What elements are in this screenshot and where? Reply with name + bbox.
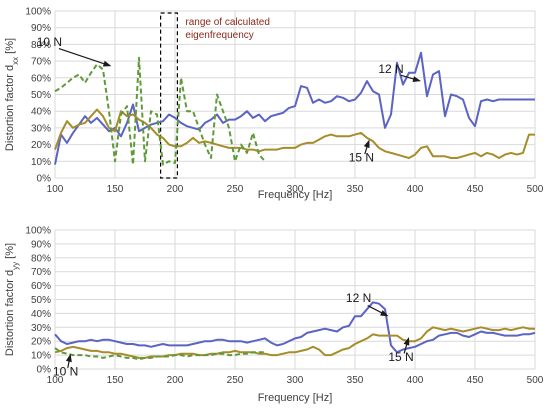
- y-tick-label: 90%: [31, 239, 51, 250]
- x-tick-label: 100: [47, 375, 64, 386]
- x-tick-label: 450: [467, 184, 484, 195]
- x-tick-label: 350: [347, 184, 364, 195]
- annotation-label-n12: 12 N: [346, 291, 371, 305]
- y-tick-label: 60%: [31, 73, 51, 84]
- y-tick-label: 20%: [31, 337, 51, 348]
- x-tick-label: 400: [407, 184, 424, 195]
- x-tick-label: 200: [167, 184, 184, 195]
- y-tick-label: 20%: [31, 140, 51, 151]
- x-tick-label: 150: [107, 184, 124, 195]
- y-tick-label: 100%: [25, 7, 51, 18]
- eigenfrequency-label: range of calculated eigenfrequency: [185, 17, 270, 41]
- annotation-label-n12: 12 N: [378, 62, 403, 76]
- x-tick-label: 150: [107, 375, 124, 386]
- y-tick-label: 50%: [31, 295, 51, 306]
- annotation-label-n15: 15 N: [388, 350, 413, 364]
- eigenfrequency-range-box: [160, 12, 179, 179]
- x-tick-label: 400: [407, 375, 424, 386]
- series-line-n10: [54, 56, 266, 166]
- y-tick-label: 50%: [31, 90, 51, 101]
- annotation-arrow-line: [58, 47, 108, 66]
- x-tick-label: 300: [287, 184, 304, 195]
- x-tick-label: 450: [467, 375, 484, 386]
- annotation-arrow-head: [380, 310, 389, 317]
- y-tick-label: 0%: [37, 174, 52, 185]
- annotation-arrow-head: [412, 76, 421, 82]
- annotation-arrow-head: [65, 353, 72, 363]
- x-tick-label: 250: [227, 375, 244, 386]
- x-tick-label: 100: [47, 184, 64, 195]
- chart-2: 0% 10% 20% 30% 40% 50% 60% 70% 80% 90% 100% 100 150 2…: [4, 226, 544, 405]
- x-tick-label: 500: [527, 184, 544, 195]
- series-line-n15: [54, 108, 535, 159]
- y-tick-label: 30%: [31, 323, 51, 334]
- annotation-label-n15: 15 N: [349, 151, 374, 165]
- y-axis-label: Distortion factor dyy [%]: [4, 243, 20, 356]
- x-tick-label: 200: [167, 375, 184, 386]
- y-tick-label: 80%: [31, 253, 51, 264]
- y-tick-label: 40%: [31, 309, 51, 320]
- y-tick-label: 60%: [31, 281, 51, 292]
- y-tick-label: 100%: [25, 226, 51, 237]
- y-axis-label: Distortion factor dxx [%]: [4, 38, 20, 151]
- y-tick-label: 90%: [31, 23, 51, 34]
- annotation-arrow-head: [403, 337, 410, 346]
- y-tick-label: 70%: [31, 57, 51, 68]
- series-line-n10: [54, 347, 265, 361]
- y-tick-label: 0%: [37, 365, 52, 376]
- y-tick-label: 80%: [31, 40, 51, 51]
- x-tick-label: 500: [527, 375, 544, 386]
- x-axis-label: Frequency [Hz]: [258, 189, 333, 201]
- series-line-n15: [54, 326, 535, 359]
- y-tick-label: 10%: [31, 351, 51, 362]
- chart-1: 0% 10% 20% 30% 40% 50% 60% 70% 80% 90% 100% 100 150 2…: [4, 7, 544, 202]
- annotation-label-n10: 10 N: [53, 365, 78, 379]
- annotation-arrow-head: [363, 139, 370, 149]
- y-tick-label: 70%: [31, 267, 51, 278]
- x-axis-label: Frequency [Hz]: [258, 392, 333, 404]
- x-tick-label: 350: [347, 375, 364, 386]
- x-tick-label: 300: [287, 375, 304, 386]
- series-line-n12: [54, 301, 536, 354]
- y-tick-label: 30%: [31, 123, 51, 134]
- x-tick-label: 250: [227, 184, 244, 195]
- annotation-arrow-head: [102, 60, 112, 67]
- y-tick-label: 10%: [31, 157, 51, 168]
- y-tick-label: 40%: [31, 107, 51, 118]
- annotation-label-n10: 10 N: [37, 35, 62, 49]
